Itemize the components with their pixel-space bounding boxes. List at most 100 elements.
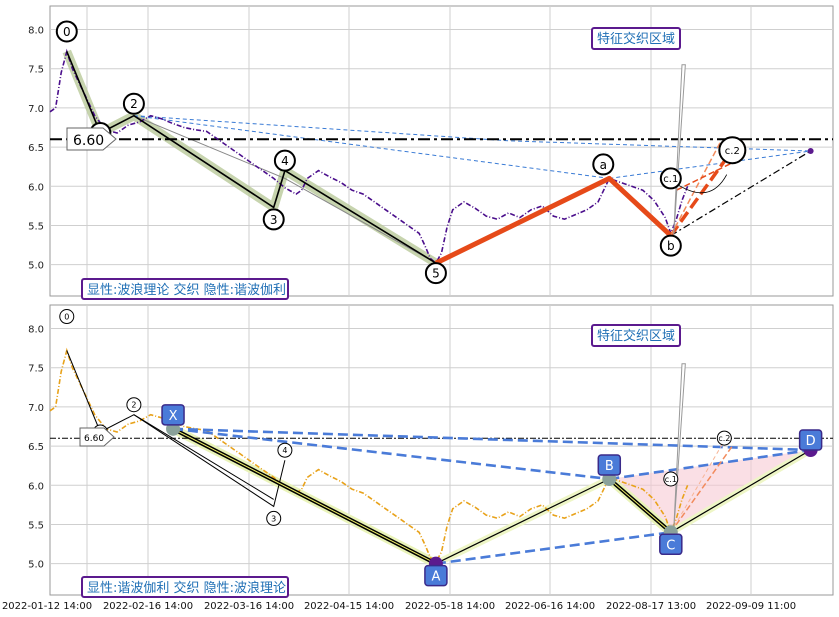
leader-c1-c2	[675, 174, 728, 194]
y-tick-label: 8.0	[28, 325, 44, 336]
bottom-wave-label-c-1-circle	[663, 471, 679, 487]
wave-secondary-line	[133, 115, 437, 264]
wave-label-c-2: c.2	[725, 146, 740, 157]
wave-label-2: 2	[130, 97, 138, 111]
bottom-projection-c2-thin	[670, 436, 728, 533]
harmonic-label-box-C	[659, 533, 683, 556]
bottom-annotation-box	[591, 324, 681, 347]
wave-label-a: a	[600, 158, 607, 172]
bottom-annotation: 特征交织区域	[591, 324, 681, 347]
bottom-wave-label-3-circle	[266, 510, 282, 526]
top-plot-frame	[49, 5, 834, 297]
trend-b-end	[670, 150, 811, 237]
harmonic-label-B: B	[605, 459, 614, 474]
bottom-wave-label-4-circle	[277, 442, 293, 458]
bottom-level-value: 6.60	[84, 434, 104, 444]
x-tick-label: 2022-05-18 14:00	[405, 601, 495, 612]
top-y-ticks: 5.0 5.5 6.0 6.5 7.0 7.5 8.0	[28, 26, 44, 272]
bottom-annotation-pointer	[673, 363, 686, 533]
ratio-line-bd	[609, 448, 811, 481]
bottom-impulse-helper	[133, 414, 274, 500]
bottom-series	[49, 347, 833, 571]
wave-label-a-circle	[592, 153, 615, 176]
bottom-wave-label-c-2-circle	[716, 430, 732, 446]
top-series	[49, 48, 833, 267]
harmonic-label-D: D	[806, 434, 816, 449]
bottom-level-callout-box	[79, 427, 115, 447]
ratio-line-xd	[172, 427, 811, 452]
bottom-level-callout: 6.60	[79, 427, 115, 447]
bottom-wave-label-c-2: c.2	[718, 434, 730, 443]
x-axis-ticks: 2022-01-12 14:00 2022-02-16 14:00 2022-03-…	[2, 601, 796, 612]
bottom-y-ticks: 5.0 5.5 6.0 6.5 7.0 7.5 8.0	[28, 325, 44, 571]
top-annotation-box	[591, 27, 681, 50]
corrective-abc-line	[434, 175, 673, 266]
top-legend-text: 显性:波浪理论 交织 隐性:谐波伽利	[87, 282, 286, 298]
impulse-wave-line	[66, 51, 437, 264]
harmonic-leg-cd	[670, 449, 811, 533]
x-tick-label: 2022-08-17 13:00	[606, 601, 696, 612]
x-tick-label: 2022-03-16 14:00	[204, 601, 294, 612]
x-tick-label: 2022-04-15 14:00	[304, 601, 394, 612]
bottom-plot-frame	[49, 304, 834, 596]
wave-label-c-2-circle	[718, 136, 747, 165]
harmonic-label-A: A	[431, 570, 440, 585]
y-tick-label: 8.0	[28, 26, 44, 37]
wave-label-3: 3	[270, 213, 278, 227]
projection-c1	[676, 162, 733, 191]
annotation-pointer	[673, 64, 686, 238]
wave-label-5-circle	[424, 262, 447, 285]
y-tick-label: 7.0	[28, 104, 44, 115]
y-tick-label: 7.5	[28, 364, 44, 375]
top-panel: 5.05.56.06.57.07.58.0 012345abc.1c.2 6.6…	[28, 5, 834, 300]
trend-2-a	[133, 115, 610, 179]
top-level-callout-box	[66, 127, 117, 151]
y-tick-label: 5.0	[28, 261, 44, 272]
harmonic-label-box-D	[798, 429, 823, 451]
y-tick-label: 5.5	[28, 520, 44, 531]
end-dot	[807, 148, 814, 154]
bottom-wave-label-4: 4	[282, 446, 287, 455]
wave-label-0: 0	[63, 25, 71, 39]
trend-2-end	[133, 115, 811, 152]
y-tick-label: 6.0	[28, 182, 44, 193]
harmonic-label-box-X	[161, 404, 185, 426]
y-tick-label: 6.5	[28, 442, 44, 453]
harmonic-label-X: X	[169, 409, 178, 424]
price-line-top	[49, 48, 689, 265]
bottom-legend-box	[81, 576, 289, 598]
wave-label-c-1: c.1	[663, 174, 678, 185]
bottom-wave-label-0-circle	[59, 309, 75, 325]
top-annotation: 特征交织区域	[591, 27, 681, 50]
top-wave-labels: 012345abc.1c.2	[55, 20, 747, 285]
top-annotation-text: 特征交织区域	[597, 31, 675, 47]
wave-label-0-circle	[55, 20, 78, 43]
wave-label-2-circle	[122, 92, 145, 115]
wave-label-4: 4	[281, 154, 289, 168]
harmonic-pattern-fill	[609, 450, 811, 533]
price-line-bottom	[49, 347, 689, 564]
harmonic-label-C: C	[666, 538, 675, 553]
y-tick-label: 5.0	[28, 560, 44, 571]
bottom-grid	[50, 305, 833, 595]
top-level-callout: 6.60	[66, 127, 117, 151]
x-tick-label: 2022-06-16 14:00	[505, 601, 595, 612]
harmonic-label-box-B	[597, 454, 622, 476]
harmonic-label-box-A	[424, 564, 448, 587]
y-tick-label: 5.5	[28, 221, 44, 232]
trend-a-end	[609, 150, 811, 179]
x-tick-label: 2022-01-12 14:00	[2, 601, 92, 612]
bottom-wave-label-0: 0	[64, 312, 69, 321]
wave-label-c-1-circle	[659, 167, 682, 190]
bottom-legend-text: 显性:谐波伽利 交织 隐性:波浪理论	[87, 580, 286, 596]
bottom-wave-label-2: 2	[131, 401, 136, 410]
ratio-line-ac	[435, 531, 671, 565]
bottom-wave-label-2-circle	[126, 397, 142, 413]
wave-label-4-circle	[273, 149, 296, 172]
top-legend: 显性:波浪理论 交织 隐性:谐波伽利	[81, 278, 289, 300]
ratio-line-xb	[172, 427, 610, 481]
top-legend-box	[81, 278, 289, 300]
bottom-wave-label-c-1: c.1	[665, 475, 677, 484]
